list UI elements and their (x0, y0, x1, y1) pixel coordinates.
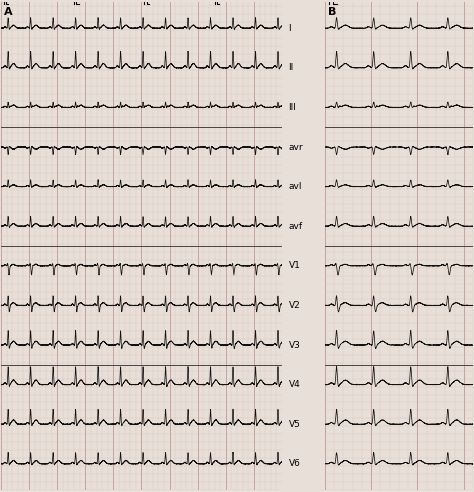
Text: V2: V2 (288, 301, 300, 310)
Text: II: II (288, 63, 294, 72)
Text: V3: V3 (288, 340, 301, 349)
Text: I: I (288, 24, 291, 32)
Text: avr: avr (288, 143, 303, 152)
Text: V6: V6 (288, 460, 301, 468)
Text: avf: avf (288, 222, 302, 231)
Text: III: III (288, 103, 296, 112)
Text: V4: V4 (288, 380, 300, 389)
Text: V1: V1 (288, 261, 301, 270)
Text: A: A (4, 7, 13, 17)
Text: V5: V5 (288, 420, 301, 429)
Text: B: B (328, 7, 337, 17)
Text: avl: avl (288, 182, 302, 191)
